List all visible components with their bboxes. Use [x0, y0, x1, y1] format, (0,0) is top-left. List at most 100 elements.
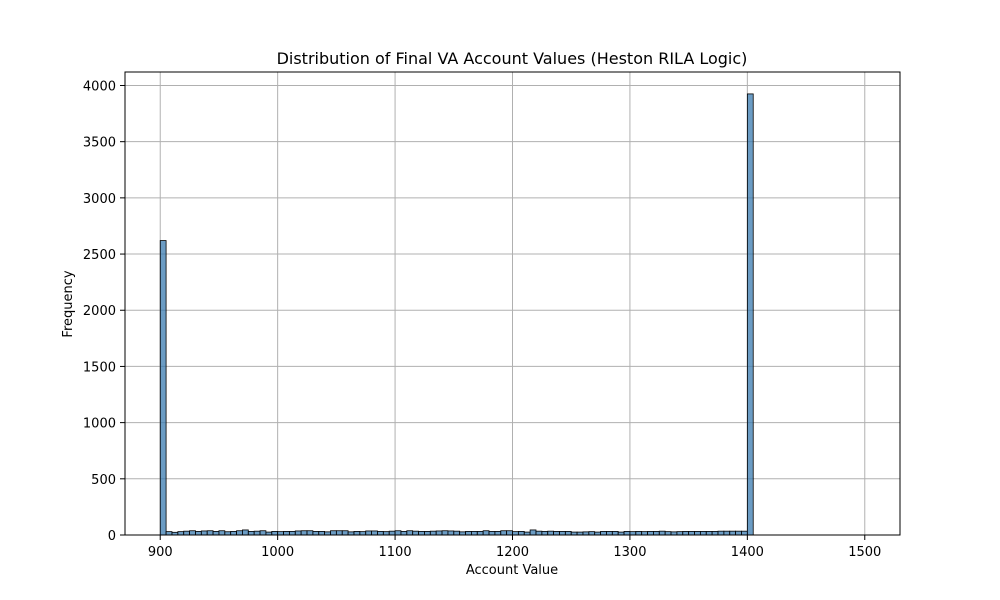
histogram-bar — [641, 531, 648, 536]
histogram-bar — [488, 531, 496, 536]
histogram-bar — [359, 531, 367, 536]
histogram-bar — [658, 530, 666, 536]
y-tick-label: 2500 — [83, 248, 116, 263]
histogram-bar — [341, 530, 349, 536]
histogram-bar — [294, 530, 302, 536]
histogram-bar — [218, 530, 226, 536]
histogram-bar — [699, 531, 707, 536]
histogram-bar — [424, 531, 431, 536]
histogram-bar — [717, 530, 725, 536]
histogram-bar — [653, 531, 660, 536]
histogram-bar — [647, 531, 654, 536]
histogram-bar — [535, 530, 543, 536]
histogram-bar — [288, 531, 296, 536]
histogram-bar — [441, 530, 449, 536]
x-tick-label: 900 — [148, 545, 173, 560]
x-axis-title: Account Value — [466, 563, 558, 578]
histogram-bar — [400, 531, 408, 536]
histogram-bar — [623, 531, 631, 536]
x-tick-label: 1400 — [731, 545, 764, 560]
x-tick-label: 1200 — [496, 545, 529, 560]
histogram-bar — [318, 531, 326, 536]
histogram-bar — [600, 531, 607, 536]
y-tick-label: 3500 — [83, 136, 116, 151]
histogram-bar — [723, 530, 731, 536]
histogram-bar — [283, 531, 290, 536]
histogram-bar — [183, 530, 190, 536]
y-tick-label: 500 — [91, 473, 116, 488]
histogram-bar — [629, 531, 637, 536]
histogram-bar — [429, 530, 437, 536]
histogram-bar — [335, 530, 343, 536]
histogram-bar — [412, 530, 419, 536]
histogram-bar — [553, 531, 560, 536]
histogram-bar — [259, 530, 267, 536]
histogram-bar — [471, 531, 478, 536]
histogram-bar — [312, 531, 320, 536]
histogram-bar — [500, 530, 508, 536]
histogram-bar — [711, 531, 719, 536]
histogram-bar — [435, 530, 443, 536]
y-tick-label: 1500 — [83, 360, 116, 375]
x-tick-label: 1100 — [379, 545, 412, 560]
histogram-bar — [705, 531, 713, 536]
histogram-bar — [247, 531, 255, 536]
histogram-bar — [189, 530, 196, 536]
histogram-bar — [559, 531, 566, 536]
y-tick-label: 4000 — [83, 79, 116, 94]
histogram-bar — [394, 530, 402, 536]
histogram-bar — [746, 93, 754, 536]
histogram-bar — [635, 531, 643, 536]
histogram-bar — [300, 530, 308, 536]
y-tick-label: 3000 — [83, 192, 116, 207]
histogram-bar — [365, 530, 372, 536]
histogram-bar — [418, 531, 425, 536]
histogram-bar — [388, 530, 396, 536]
histogram-bar — [453, 530, 461, 536]
x-tick-label: 1300 — [613, 545, 646, 560]
histogram-bar — [177, 531, 185, 536]
histogram-bar — [611, 531, 619, 536]
histogram-bar — [517, 531, 525, 536]
chart-title: Distribution of Final VA Account Values … — [277, 49, 748, 68]
histogram-bar — [729, 530, 737, 536]
histogram-bar — [200, 530, 208, 536]
histogram-bar — [212, 531, 220, 536]
histogram-bar — [330, 530, 337, 536]
histogram-bar — [382, 531, 390, 536]
histogram-bar — [230, 531, 237, 536]
histogram-bar — [676, 531, 684, 536]
x-axis-ticks: 900 1000 1100 1200 1300 1400 1500 — [148, 535, 881, 560]
histogram-bar — [277, 531, 284, 536]
histogram-bar — [529, 529, 537, 536]
histogram-bar — [353, 531, 361, 536]
histogram-bar — [541, 531, 549, 536]
histogram-bar — [547, 530, 554, 536]
histogram-bar — [682, 531, 690, 536]
y-axis-ticks: 0 500 1000 1500 2000 2500 3000 3500 4000 — [83, 79, 125, 544]
histogram-bar — [506, 530, 513, 536]
histogram-bar — [694, 531, 701, 536]
histogram-bar — [271, 531, 279, 536]
histogram-bar — [735, 530, 742, 536]
histogram-bar — [165, 531, 173, 536]
histogram-bar — [371, 530, 378, 536]
y-tick-label: 0 — [108, 529, 116, 544]
histogram-bar — [564, 531, 572, 536]
histogram-bar — [306, 530, 314, 536]
histogram-bar — [406, 530, 414, 536]
histogram-bar — [206, 530, 214, 536]
histogram-bar — [741, 530, 748, 536]
y-tick-label: 2000 — [83, 304, 116, 319]
x-tick-label: 1500 — [848, 545, 881, 560]
y-tick-label: 1000 — [83, 417, 116, 432]
x-tick-label: 1000 — [261, 545, 294, 560]
histogram-bar — [447, 530, 455, 536]
histogram-bar — [688, 531, 695, 536]
histogram-bar — [494, 531, 502, 536]
histogram-bar — [588, 531, 596, 536]
y-axis-title: Frequency — [61, 270, 76, 337]
histogram-bar — [253, 530, 261, 536]
